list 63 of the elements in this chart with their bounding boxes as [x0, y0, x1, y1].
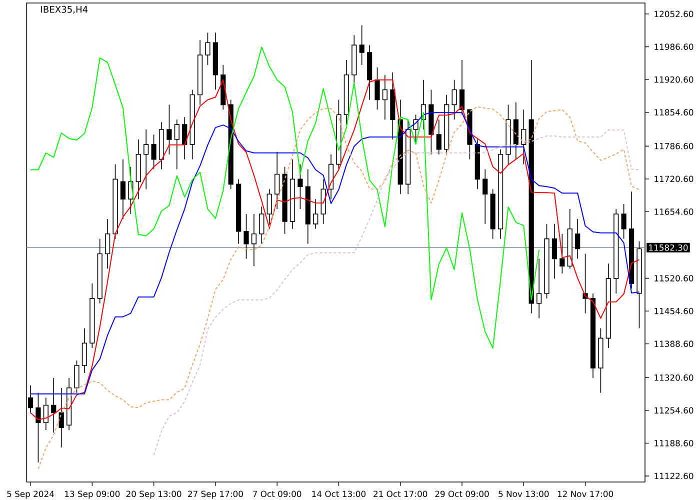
candlestick — [58, 387, 64, 448]
candlestick — [560, 233, 565, 274]
candlestick — [266, 188, 272, 230]
candlestick — [382, 74, 388, 120]
x-tick-label: 20 Sep 13:00 — [126, 490, 182, 499]
candlestick — [359, 24, 364, 66]
candlestick — [43, 397, 48, 430]
y-tick-label: 11122.60 — [654, 472, 694, 480]
y-tick-label: 11388.60 — [654, 340, 694, 348]
candlestick — [298, 164, 303, 210]
ref-line-label: 11582.30 — [649, 244, 688, 251]
candlestick — [536, 258, 542, 319]
candlestick — [251, 214, 257, 267]
candlestick — [582, 253, 588, 314]
y-tick-label: 11188.60 — [654, 440, 694, 446]
x-tick-label: 7 Oct 09:00 — [253, 490, 302, 498]
candlestick — [452, 79, 457, 120]
candlestick — [459, 60, 465, 116]
candlestick — [374, 67, 380, 110]
y-tick-label: 11254.60 — [654, 407, 694, 414]
candlestick — [36, 392, 41, 463]
y-tick-label: 11320.60 — [654, 374, 694, 381]
candlestick — [482, 168, 488, 224]
x-tick-label: 29 Oct 09:00 — [435, 490, 489, 498]
line-series — [30, 46, 540, 349]
candlestick — [436, 119, 442, 155]
candlestick — [74, 360, 80, 394]
candlestick — [259, 206, 264, 244]
candlestick — [313, 198, 318, 230]
candlestick — [575, 218, 580, 260]
y-tick-label: 11454.60 — [654, 308, 694, 314]
candlestick — [51, 378, 56, 433]
y-tick-label: 11520.60 — [654, 275, 694, 282]
candlestick — [144, 129, 149, 190]
y-tick-label: 12052.60 — [654, 10, 694, 18]
candlestick — [413, 114, 418, 145]
y-tick-label: 11986.60 — [654, 44, 694, 50]
candlestick — [182, 116, 188, 160]
x-tick-label: 21 Oct 17:00 — [374, 490, 428, 498]
candlestick — [205, 32, 210, 66]
candlestick — [82, 328, 88, 374]
y-tick-label: 11720.60 — [654, 176, 694, 182]
candlestick — [151, 134, 156, 170]
x-tick-label: 27 Sep 17:00 — [188, 490, 243, 499]
x-tick-label: 5 Sep 2024 — [7, 490, 54, 499]
candlestick — [521, 109, 526, 165]
y-tick-label: 11854.60 — [654, 109, 694, 116]
x-tick-label: 14 Oct 13:00 — [312, 490, 366, 498]
candlestick — [552, 224, 558, 279]
y-tick-label: 11920.60 — [654, 76, 694, 83]
candlestick — [274, 151, 280, 210]
y-tick-label: 11786.60 — [654, 142, 694, 150]
candlestick — [174, 119, 180, 170]
y-tick-label: 11654.60 — [654, 208, 694, 215]
candlestick — [166, 104, 172, 155]
candlestick — [120, 158, 126, 220]
x-tick-label: 12 Nov 17:00 — [558, 490, 614, 498]
candlestick — [621, 204, 626, 240]
x-tick-label: 5 Nov 13:00 — [498, 490, 549, 498]
x-tick-label: 13 Sep 09:00 — [65, 490, 120, 499]
candlestick — [105, 218, 110, 270]
chart-title: IBEX35,H4 — [41, 6, 88, 14]
candlestick — [244, 214, 249, 260]
